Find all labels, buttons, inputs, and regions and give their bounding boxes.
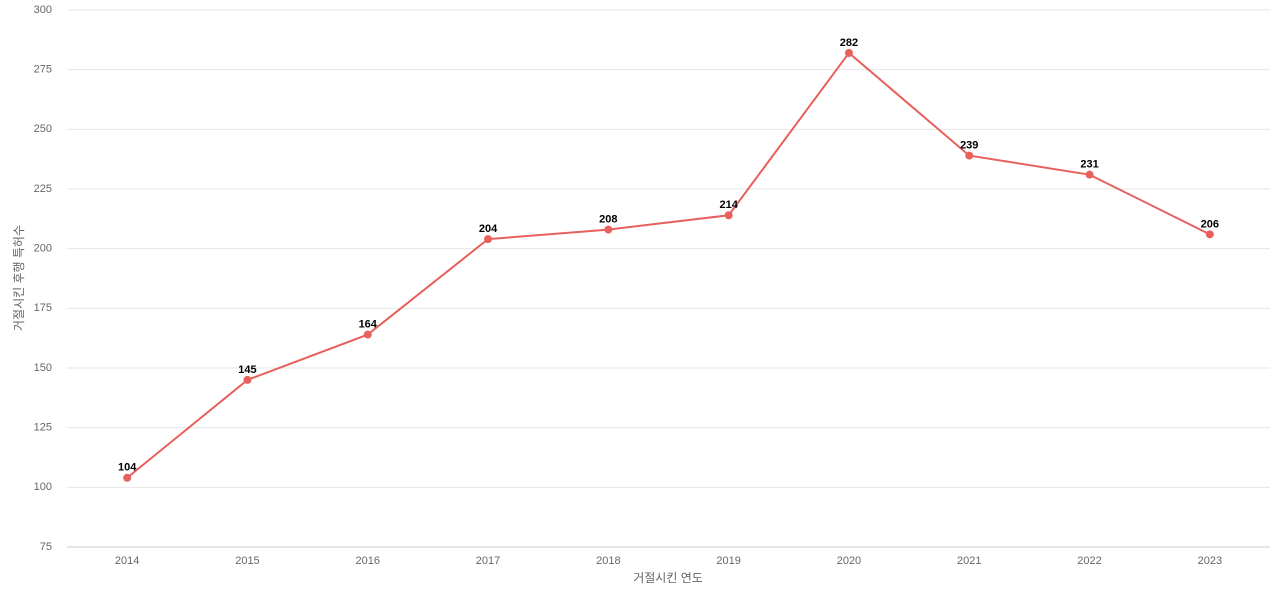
point [1085,170,1094,179]
point [123,473,132,482]
y-tick-label: 75 [40,541,52,553]
point [724,211,733,220]
value-label: 239 [960,139,978,151]
point [965,151,974,160]
y-tick-label: 175 [34,302,52,314]
point [243,375,252,384]
value-label: 104 [118,462,137,474]
value-label: 282 [840,37,858,49]
point [604,225,613,234]
y-tick-label: 150 [34,362,52,374]
point [1205,230,1214,239]
value-label: 145 [238,364,256,376]
point [844,48,853,57]
value-label: 231 [1080,159,1098,171]
value-label: 164 [359,318,378,330]
y-tick-label: 125 [34,422,52,434]
y-tick-label: 275 [34,64,52,76]
value-label: 204 [479,223,498,235]
x-tick-label: 2022 [1077,555,1101,567]
x-tick-label: 2020 [837,555,861,567]
x-tick-label: 2019 [716,555,740,567]
y-axis-title: 거절시킨 후행 특허수 [11,225,26,331]
x-axis-title: 거절시킨 연도 [633,571,703,585]
point [363,330,372,339]
y-tick-label: 225 [34,183,52,195]
x-tick-label: 2023 [1198,555,1222,567]
value-label: 214 [719,199,738,211]
y-tick-label: 300 [34,4,52,16]
x-tick-label: 2015 [235,555,259,567]
y-tick-label: 200 [34,243,52,255]
y-tick-label: 250 [34,123,52,135]
x-tick-label: 2021 [957,555,981,567]
x-tick-label: 2016 [356,555,380,567]
x-tick-label: 2018 [596,555,620,567]
y-tick-label: 100 [34,481,52,493]
x-tick-label: 2017 [476,555,500,567]
point [484,235,493,244]
line [126,51,1211,479]
value-label: 208 [599,213,617,225]
x-tick-label: 2014 [115,555,139,567]
value-label: 206 [1201,218,1219,230]
